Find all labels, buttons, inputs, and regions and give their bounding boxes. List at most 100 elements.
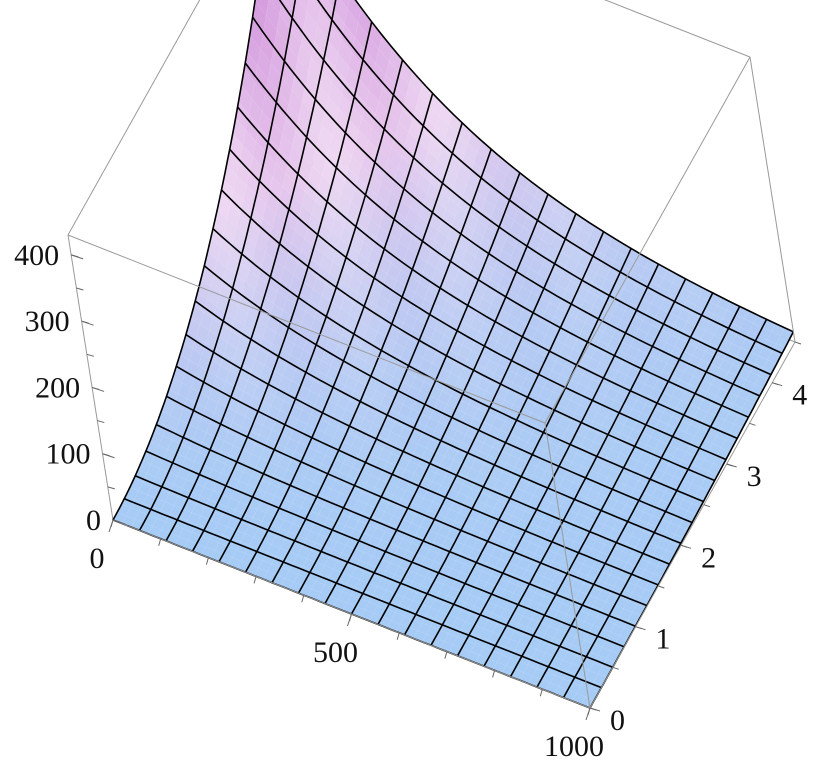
surface-facet-379	[263, 15, 277, 47]
surface-facet-331	[328, 82, 342, 109]
surface-facet-766	[330, 218, 344, 239]
surface-facet-167	[317, 10, 331, 41]
surface-facet-64	[375, 49, 389, 75]
y-minor-tick	[635, 626, 642, 630]
surface-facet-1801	[339, 463, 353, 476]
surface-facet-871	[295, 218, 309, 239]
surface-facet-1510	[657, 538, 671, 551]
surface-facet-925	[291, 230, 305, 252]
y-minor-tick	[612, 666, 619, 670]
surface-facet-2374	[589, 662, 603, 674]
surface-facet-193	[569, 247, 583, 263]
surface-facet-24	[515, 172, 530, 191]
surface-facet-250	[592, 273, 606, 288]
surface-facet-1034	[293, 263, 307, 283]
surface-facet-657	[328, 184, 342, 207]
mesh-line-y-11	[220, 189, 716, 482]
surface-facet-805	[685, 424, 699, 437]
surface-facet-2077	[371, 528, 385, 540]
surface-facet-175	[398, 109, 413, 133]
x-minor-tick	[539, 689, 543, 697]
surface-facet-1564	[653, 546, 667, 558]
surface-facet-1515	[214, 336, 228, 355]
surface-facet-1040	[349, 303, 363, 321]
surface-facet-2254	[491, 605, 505, 617]
surface-facet-1189	[217, 246, 230, 268]
surface-facet-1645	[405, 461, 419, 474]
box-edge-front-0	[544, 56, 751, 424]
surface-facet-391	[384, 159, 398, 181]
surface-facet-1463	[236, 337, 250, 355]
surface-facet-778	[442, 300, 456, 316]
surface-facet-2083	[425, 549, 439, 562]
surface-facet-1918	[411, 514, 425, 527]
surface-facet-926	[301, 238, 315, 259]
surface-facet-920	[243, 185, 257, 210]
surface-facet-768	[349, 234, 363, 254]
surface-facet-523	[599, 332, 613, 346]
surface-facet-2518	[417, 623, 431, 635]
y-tick-label-4: 4	[792, 379, 807, 412]
surface-facet-1834	[632, 585, 646, 597]
surface-facet-65	[385, 61, 400, 87]
surface-facet-1194	[264, 284, 278, 304]
surface-facet-1352	[216, 293, 230, 313]
mesh-line-y-6	[175, 365, 659, 586]
surface-facet-2086	[451, 560, 465, 573]
surface-facet-1039	[340, 297, 354, 315]
surface-facet-813	[259, 166, 273, 191]
surface-facet-1495	[524, 483, 538, 496]
surface-facet-1930	[517, 558, 531, 570]
surface-facet-936	[394, 307, 408, 323]
surface-facet-673	[478, 298, 492, 314]
surface-facet-2389	[240, 533, 254, 546]
surface-facet-1190	[226, 254, 240, 276]
surface-facet-339	[407, 165, 421, 186]
surface-facet-454	[466, 240, 480, 258]
surface-facet-1202	[338, 335, 352, 351]
surface-facet-870	[285, 209, 299, 231]
surface-facet-665	[404, 248, 418, 266]
surface-facet-816	[288, 196, 302, 219]
box-edge-front-2	[544, 422, 591, 709]
surface-facet-230	[405, 132, 419, 154]
surface-facet-922	[262, 204, 276, 227]
surface-facet-2248	[438, 584, 452, 596]
surface-facet-1549	[520, 491, 534, 504]
surface-facet-232	[424, 151, 438, 172]
mesh-line-y-18	[354, 0, 794, 333]
surface-facet-91	[632, 262, 646, 277]
surface-facet-443	[361, 152, 375, 175]
surface-facet-770	[368, 249, 382, 268]
surface-facet-649	[248, 98, 262, 127]
surface-facet-596	[262, 95, 276, 123]
surface-facet-958	[593, 412, 607, 426]
mesh-line-y-15	[251, 16, 761, 397]
surface-facet-1216	[464, 404, 478, 418]
surface-facet-491	[298, 101, 313, 128]
surface-facet-181	[457, 165, 471, 185]
surface-facet-2092	[504, 582, 518, 594]
surface-facet-188	[523, 217, 537, 234]
surface-facet-502	[406, 208, 420, 227]
surface-facet-74	[474, 151, 488, 171]
surface-facet-1083	[243, 236, 256, 258]
surface-facet-2074	[345, 517, 359, 529]
surface-facet-2530	[523, 664, 537, 676]
surface-facet-2227	[253, 509, 267, 522]
surface-facet-1089	[299, 282, 313, 301]
surface-facet-612	[417, 244, 431, 262]
surface-facet-2266	[597, 647, 611, 659]
surface-facet-1350	[197, 279, 211, 300]
surface-facet-685	[586, 358, 600, 371]
surface-facet-11	[389, 47, 403, 74]
surface-mesh	[112, 0, 795, 709]
x-minor-tick	[349, 613, 352, 622]
surface-facet-2350	[377, 578, 391, 591]
surface-facet-86	[586, 235, 600, 250]
surface-facet-2347	[350, 568, 364, 580]
surface-facet-1188	[207, 238, 221, 261]
surface-facet-2509	[338, 591, 352, 603]
surface-facet-930	[338, 268, 352, 287]
surface-facet-598	[282, 119, 296, 146]
